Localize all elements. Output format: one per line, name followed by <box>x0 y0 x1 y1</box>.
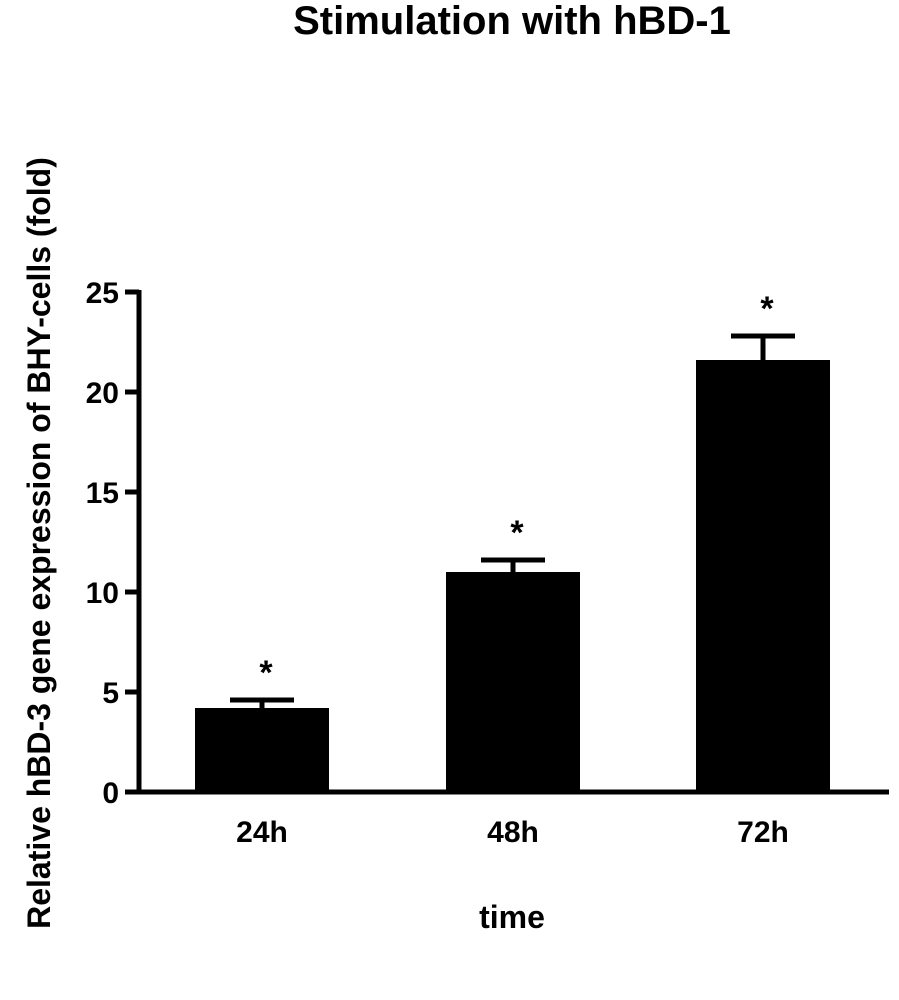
x-tick-label: 24h <box>236 816 288 849</box>
y-tick-label: 20 <box>86 377 119 410</box>
y-tick-label: 5 <box>102 677 119 710</box>
y-tick-label: 25 <box>86 277 119 310</box>
x-tick-label: 72h <box>737 816 789 849</box>
x-tick-label: 48h <box>487 816 539 849</box>
x-axis-label: time <box>479 899 545 935</box>
y-tick-label: 0 <box>102 777 119 810</box>
bar <box>446 572 580 792</box>
y-tick-label: 15 <box>86 477 119 510</box>
y-axis-label: Relative hBD-3 gene expression of BHY-ce… <box>21 157 57 929</box>
bar <box>195 708 329 792</box>
significance-marker: * <box>259 654 273 692</box>
significance-marker: * <box>510 514 524 552</box>
y-tick-label: 10 <box>86 577 119 610</box>
plot-area: 0 5 10 15 20 25 * 24h * 48h * 72h <box>86 277 889 849</box>
significance-marker: * <box>760 290 774 328</box>
chart-title: Stimulation with hBD-1 <box>293 0 731 43</box>
bar <box>696 360 830 792</box>
